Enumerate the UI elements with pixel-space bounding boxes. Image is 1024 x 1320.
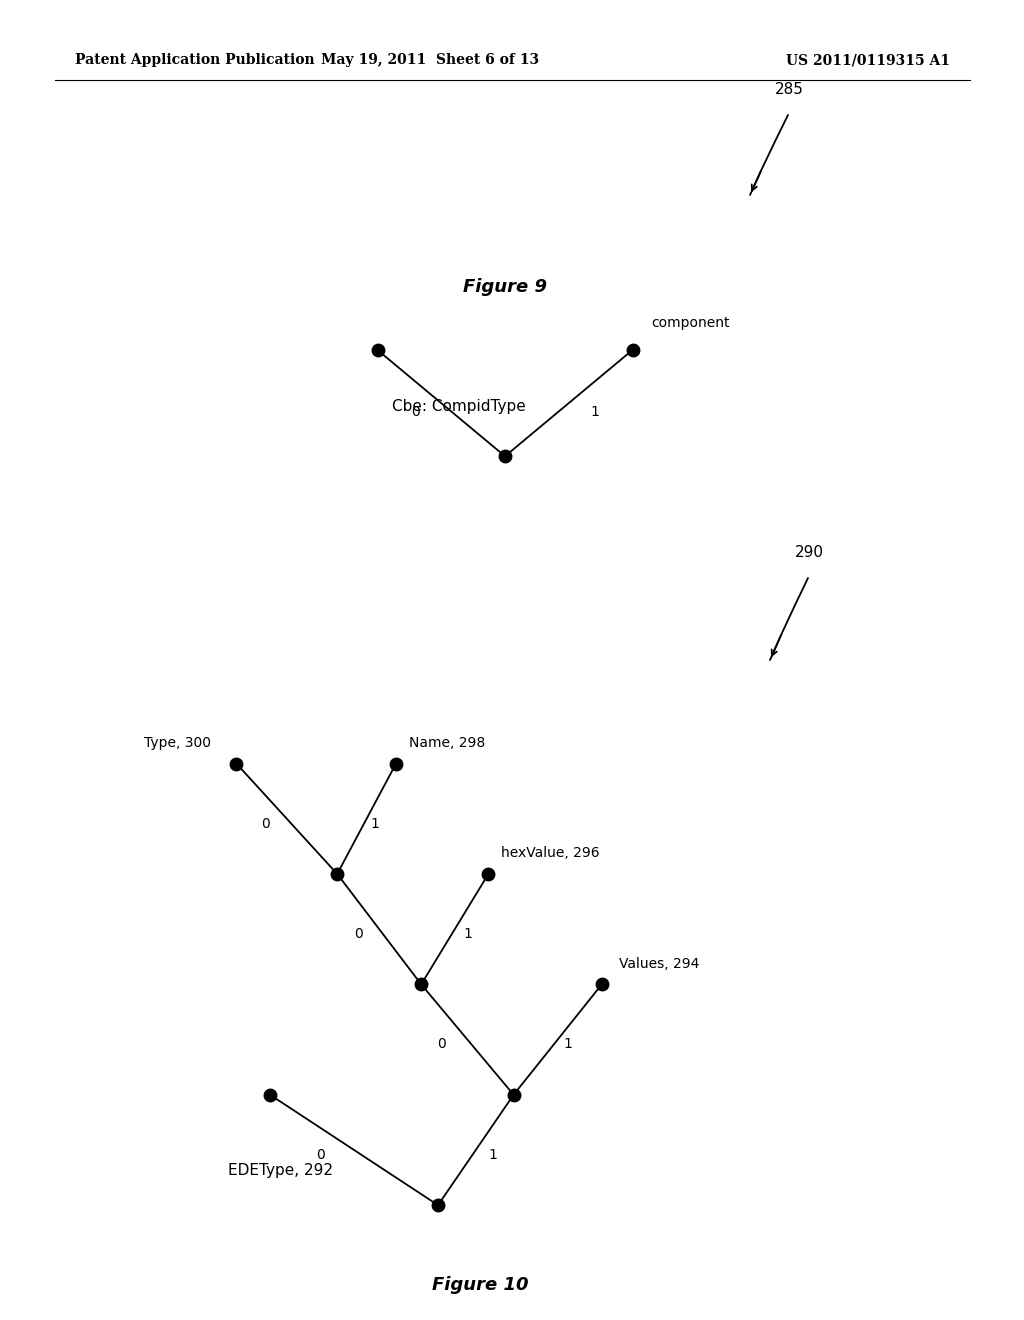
Text: EDEType, 292: EDEType, 292 <box>228 1163 333 1177</box>
Text: Cbe: CompidType: Cbe: CompidType <box>392 399 526 413</box>
Text: Figure 9: Figure 9 <box>463 277 547 296</box>
Text: 0: 0 <box>354 927 362 941</box>
Text: component: component <box>651 315 730 330</box>
Text: Name, 298: Name, 298 <box>409 737 484 750</box>
Text: 0: 0 <box>437 1038 445 1052</box>
Text: 1: 1 <box>564 1038 572 1052</box>
Text: hexValue, 296: hexValue, 296 <box>501 846 600 861</box>
Text: Figure 10: Figure 10 <box>432 1276 528 1294</box>
Text: Values, 294: Values, 294 <box>618 957 699 970</box>
Text: 285: 285 <box>775 82 804 96</box>
Text: 0: 0 <box>411 405 420 418</box>
Text: 0: 0 <box>261 817 270 830</box>
Text: 1: 1 <box>591 405 599 418</box>
Text: 1: 1 <box>371 817 380 830</box>
Text: US 2011/0119315 A1: US 2011/0119315 A1 <box>786 53 950 67</box>
Text: Patent Application Publication: Patent Application Publication <box>75 53 314 67</box>
Text: 0: 0 <box>316 1148 325 1162</box>
Text: Type, 300: Type, 300 <box>144 737 211 750</box>
Text: 1: 1 <box>463 927 472 941</box>
Text: 1: 1 <box>488 1148 497 1162</box>
Text: May 19, 2011  Sheet 6 of 13: May 19, 2011 Sheet 6 of 13 <box>321 53 539 67</box>
Text: 290: 290 <box>795 545 824 560</box>
